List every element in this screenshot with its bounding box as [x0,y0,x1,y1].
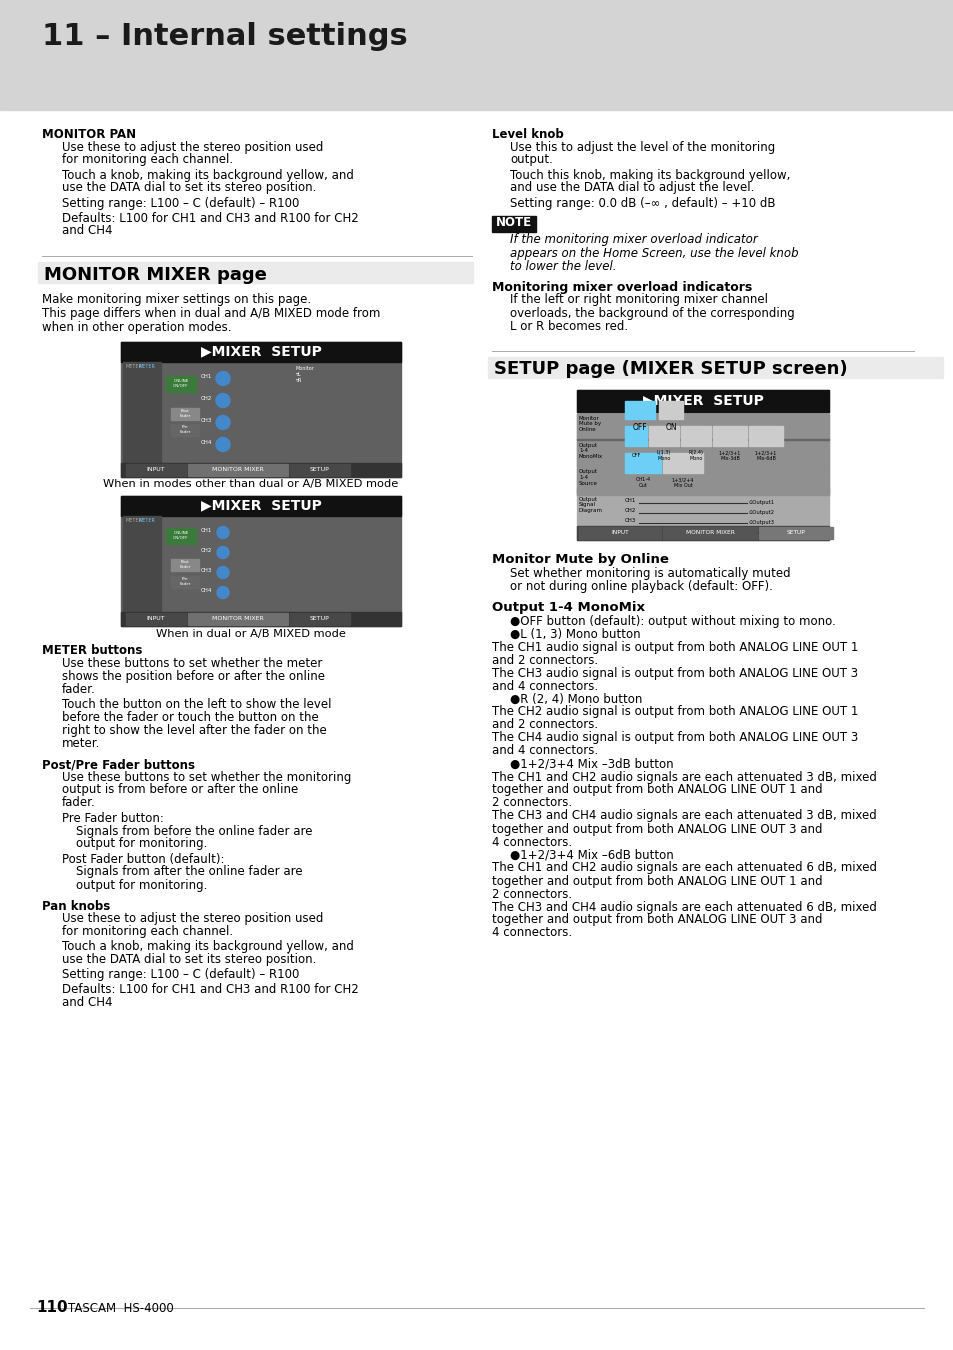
Text: Monitor: Monitor [295,366,314,371]
Text: and CH4: and CH4 [62,996,112,1008]
Text: 4 connectors.: 4 connectors. [492,836,572,849]
Text: Level knob: Level knob [492,128,563,140]
Bar [624,425,646,446]
Text: when in other operation modes.: when in other operation modes. [42,320,232,333]
Text: Post
Fader: Post Fader [179,409,191,417]
Bar [171,424,199,436]
Text: 1+2/3+1
Mix-6dB: 1+2/3+1 Mix-6dB [754,450,777,460]
Text: CH3: CH3 [201,417,213,423]
Text: for monitoring each channel.: for monitoring each channel. [62,154,233,166]
Bar [578,526,660,539]
Text: appears on the Home Screen, use the level knob: appears on the Home Screen, use the leve… [510,247,798,259]
Bar [712,425,746,446]
Text: 2 connectors.: 2 connectors. [492,887,572,900]
Text: Touch the button on the left to show the level: Touch the button on the left to show the… [62,698,331,711]
Bar [123,362,161,463]
Text: The CH1 and CH2 audio signals are each attenuated 6 dB, mixed: The CH1 and CH2 audio signals are each a… [492,861,876,875]
Text: Defaults: L100 for CH1 and CH3 and R100 for CH2: Defaults: L100 for CH1 and CH3 and R100 … [62,212,358,224]
Bar [166,375,195,391]
Text: and CH4: and CH4 [62,224,112,238]
Bar [171,559,199,571]
Text: 1+2/3+1
Mix-3dB: 1+2/3+1 Mix-3dB [718,450,740,460]
Text: METER: METER [139,518,155,524]
Bar [662,526,757,539]
Text: ▿L: ▿L [295,371,301,377]
Text: The CH3 and CH4 audio signals are each attenuated 3 dB, mixed: The CH3 and CH4 audio signals are each a… [492,810,876,822]
Bar [659,401,682,418]
Text: CH1: CH1 [624,498,636,504]
Text: to lower the level.: to lower the level. [510,259,616,273]
Text: or not during online playback (default: OFF).: or not during online playback (default: … [510,580,772,593]
Text: SETUP: SETUP [310,616,330,621]
Bar [748,425,782,446]
Text: Setting range: L100 – C (default) – R100: Setting range: L100 – C (default) – R100 [62,968,299,981]
Text: Use these to adjust the stereo position used: Use these to adjust the stereo position … [62,913,323,925]
Text: together and output from both ANALOG LINE OUT 1 and: together and output from both ANALOG LIN… [492,783,821,796]
Text: ▶MIXER  SETUP: ▶MIXER SETUP [200,344,321,359]
Circle shape [216,567,229,579]
Bar [577,413,828,440]
Bar [577,390,828,412]
Bar [624,401,655,418]
Text: NOTE: NOTE [496,216,532,230]
Text: Setting range: L100 – C (default) – R100: Setting range: L100 – C (default) – R100 [62,197,299,209]
Text: ●R (2, 4) Mono button: ●R (2, 4) Mono button [510,693,641,706]
Text: output.: output. [510,154,553,166]
Text: Output
Signal
Diagram: Output Signal Diagram [578,497,602,513]
Bar [290,463,350,475]
Text: Post
Fader: Post Fader [179,560,191,568]
Text: ONLINE
ON/OFF: ONLINE ON/OFF [173,379,189,387]
Bar [0,0,953,109]
Text: Output 1-4 MonoMix: Output 1-4 MonoMix [492,601,644,614]
Text: Pre
Fader: Pre Fader [179,578,191,586]
Text: R(2,4)
Mono: R(2,4) Mono [688,450,702,460]
Text: TASCAM  HS-4000: TASCAM HS-4000 [68,1301,173,1315]
Text: shows the position before or after the online: shows the position before or after the o… [62,670,325,683]
Bar [123,516,161,612]
Text: METER: METER [126,518,143,524]
Text: Use these buttons to set whether the monitoring: Use these buttons to set whether the mon… [62,771,351,783]
Text: Monitor
Mute by
Online: Monitor Mute by Online [578,416,600,432]
Text: and 2 connectors.: and 2 connectors. [492,653,598,667]
Text: INPUT: INPUT [147,616,165,621]
Bar [624,452,660,472]
Text: CH4: CH4 [201,440,213,444]
Text: fader.: fader. [62,796,95,810]
Text: SETUP: SETUP [310,467,330,472]
Text: ⊙Output1: ⊙Output1 [748,500,774,505]
Text: output for monitoring.: output for monitoring. [76,837,207,850]
Text: Touch this knob, making its background yellow,: Touch this knob, making its background y… [510,169,789,181]
Text: Touch a knob, making its background yellow, and: Touch a knob, making its background yell… [62,169,354,181]
Text: L(1,3)
Mono: L(1,3) Mono [657,450,670,460]
Text: CH4: CH4 [201,587,213,593]
Bar [121,612,400,625]
Text: right to show the level after the fader on the: right to show the level after the fader … [62,724,327,737]
Text: Signals from after the online fader are: Signals from after the online fader are [76,865,302,879]
Text: use the DATA dial to set its stereo position.: use the DATA dial to set its stereo posi… [62,181,316,194]
Circle shape [216,586,229,598]
Text: Pre
Fader: Pre Fader [179,425,191,433]
Text: and use the DATA dial to adjust the level.: and use the DATA dial to adjust the leve… [510,181,754,194]
Text: for monitoring each channel.: for monitoring each channel. [62,925,233,938]
Text: output is from before or after the online: output is from before or after the onlin… [62,783,298,796]
Text: together and output from both ANALOG LINE OUT 3 and: together and output from both ANALOG LIN… [492,914,821,926]
Text: ⊙Output2: ⊙Output2 [748,510,774,514]
Text: ●L (1, 3) Mono button: ●L (1, 3) Mono button [510,628,640,640]
Text: OFF: OFF [632,423,647,432]
Text: MONITOR MIXER page: MONITOR MIXER page [44,266,267,283]
Text: and 4 connectors.: and 4 connectors. [492,679,598,693]
Text: use the DATA dial to set its stereo position.: use the DATA dial to set its stereo posi… [62,953,316,967]
Circle shape [215,371,230,386]
Text: METER: METER [126,364,143,370]
Text: and 2 connectors.: and 2 connectors. [492,718,598,732]
Text: 2 connectors.: 2 connectors. [492,796,572,810]
Text: This page differs when in dual and A/B MIXED mode from: This page differs when in dual and A/B M… [42,308,380,320]
Bar [290,613,350,625]
Circle shape [215,393,230,408]
Text: Post Fader button (default):: Post Fader button (default): [62,852,224,865]
Text: output for monitoring.: output for monitoring. [76,879,207,891]
Bar [121,342,400,362]
Bar [38,262,473,282]
Text: ▶MIXER  SETUP: ▶MIXER SETUP [642,393,762,408]
Text: fader.: fader. [62,683,95,697]
